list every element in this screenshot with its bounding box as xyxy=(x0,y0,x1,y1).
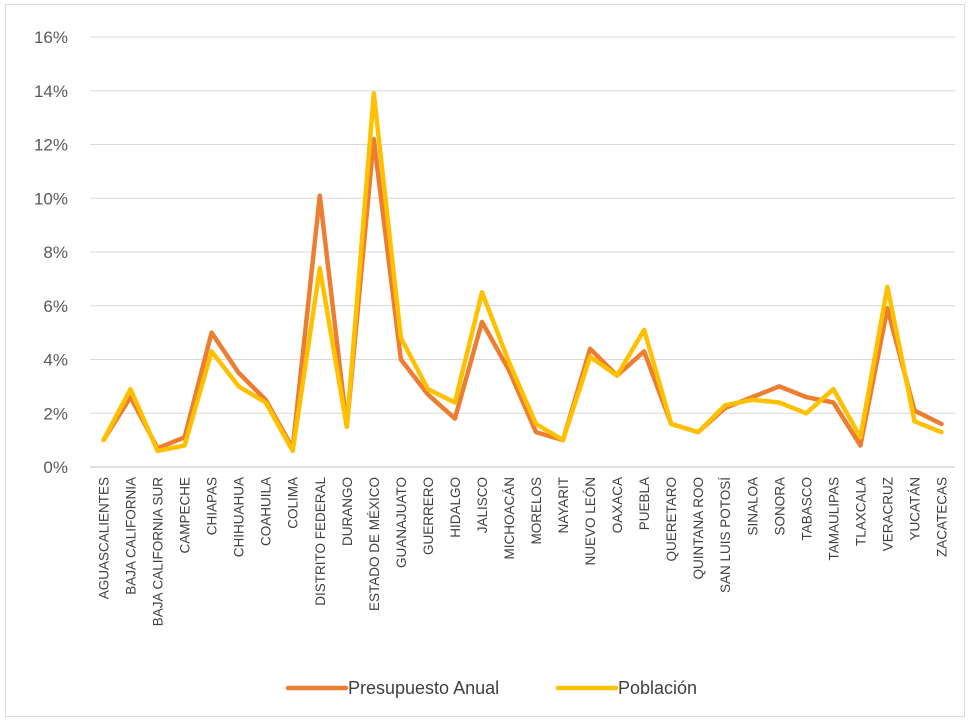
x-category-label: GUANAJUATO xyxy=(394,477,409,568)
x-category-label: NUEVO LEÓN xyxy=(583,477,598,566)
x-axis-category-labels: AGUASCALIENTES BAJA CALIFORNIA BAJA CALIFO… xyxy=(97,477,950,627)
x-category-label: OAXACA xyxy=(610,477,625,533)
y-tick-label: 4% xyxy=(43,351,68,370)
series-lines xyxy=(101,91,944,454)
y-tick-label: 8% xyxy=(43,243,68,262)
x-category-label: BAJA CALIFORNIA xyxy=(124,477,139,595)
x-category-label: CHIHUAHUA xyxy=(232,477,247,557)
x-category-label: CAMPECHE xyxy=(178,477,193,554)
x-category-label: CHIAPAS xyxy=(205,477,220,535)
x-category-label: GUERRERO xyxy=(421,477,436,555)
series-line-poblacion xyxy=(101,91,944,454)
y-tick-label: 6% xyxy=(43,297,68,316)
x-category-label: COLIMA xyxy=(286,477,301,529)
gridlines xyxy=(90,36,955,468)
x-category-label: COAHUILA xyxy=(259,477,274,546)
y-tick-label: 12% xyxy=(34,136,68,155)
x-category-label: ESTADO DE MÉXICO xyxy=(367,477,382,611)
y-tick-label: 10% xyxy=(34,189,68,208)
x-category-label: SAN LUIS POTOSÍ xyxy=(718,477,733,593)
series-line-presupuesto-anual xyxy=(101,136,944,451)
legend-label: Población xyxy=(618,678,697,698)
x-category-label: QUINTANA ROO xyxy=(691,477,706,580)
y-tick-label: 16% xyxy=(34,28,68,47)
y-tick-label: 14% xyxy=(34,82,68,101)
x-category-label: DISTRITO FEDERAL xyxy=(313,477,328,606)
legend: Presupuesto Anual Población xyxy=(285,678,697,698)
x-category-label: SONORA xyxy=(772,477,787,536)
y-tick-label: 2% xyxy=(43,404,68,423)
y-tick-label: 0% xyxy=(43,458,68,477)
x-category-label: DURANGO xyxy=(340,477,355,546)
legend-label: Presupuesto Anual xyxy=(348,678,499,698)
x-category-label: AGUASCALIENTES xyxy=(97,477,112,599)
x-category-label: TLAXCALA xyxy=(853,477,868,546)
x-category-label: TABASCO xyxy=(799,477,814,541)
x-category-label: NAYARIT xyxy=(556,477,571,534)
x-category-label: VERACRUZ xyxy=(880,477,895,551)
chart-frame xyxy=(5,4,965,717)
x-category-label: QUERETARO xyxy=(664,477,679,562)
x-category-label: PUEBLA xyxy=(637,477,652,530)
x-category-label: YUCATÁN xyxy=(907,477,922,541)
x-category-label: ZACATECAS xyxy=(934,477,949,557)
x-category-label: SINALOA xyxy=(745,477,760,536)
x-category-label: BAJA CALIFORNIA SUR xyxy=(151,477,166,627)
x-category-label: TAMAULIPAS xyxy=(826,477,841,561)
x-category-label: HIDALGO xyxy=(448,477,463,538)
x-category-label: MICHOACÁN xyxy=(502,477,517,560)
x-category-label: MORELOS xyxy=(529,477,544,545)
y-axis-tick-labels: 0% 2% 4% 6% 8% 10% 12% 14% 16% xyxy=(34,28,68,477)
x-category-label: JALISCO xyxy=(475,477,490,533)
